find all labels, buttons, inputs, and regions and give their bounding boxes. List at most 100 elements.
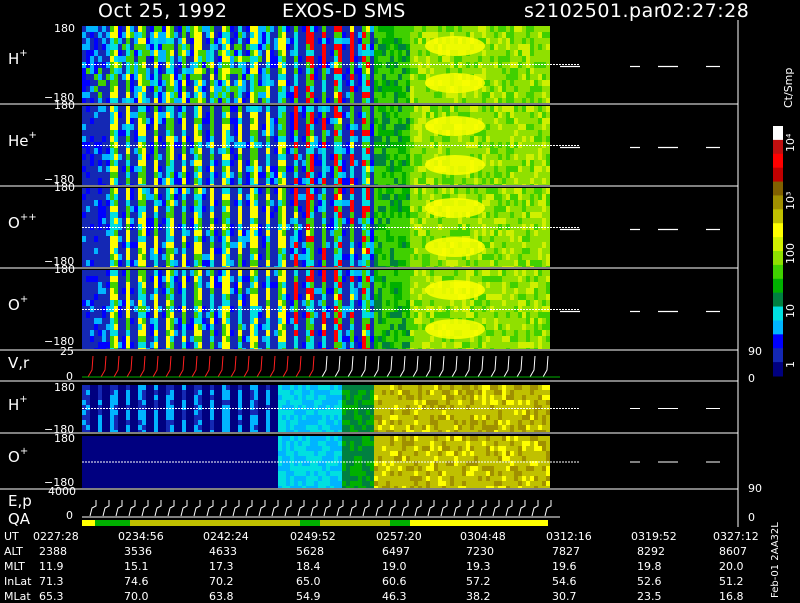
timeline-inlat-0: 71.3 bbox=[39, 575, 64, 588]
ep-mark-7 bbox=[181, 500, 187, 516]
ep-mark-34 bbox=[532, 500, 538, 516]
colorbar-segment-16 bbox=[773, 348, 783, 362]
panel-label-qa: QA bbox=[8, 510, 30, 528]
panel-label-o-plus: O+ bbox=[8, 296, 28, 314]
colorbar-segment-11 bbox=[773, 279, 783, 293]
ep-mark-12 bbox=[246, 500, 252, 516]
ep-mark-23 bbox=[389, 500, 395, 516]
colorbar-segment-13 bbox=[773, 307, 783, 321]
colorbar-segment-17 bbox=[773, 362, 783, 376]
ep-mark-32 bbox=[506, 500, 512, 516]
ep-mark-26 bbox=[428, 500, 434, 516]
ep-mark-2 bbox=[116, 500, 122, 516]
row-label-mlt: MLT bbox=[4, 560, 25, 573]
timeline-alt-5: 7230 bbox=[466, 545, 494, 558]
plot-date: Oct 25, 1992 bbox=[98, 0, 228, 22]
timeline-alt-4: 6497 bbox=[382, 545, 410, 558]
tick-h-top: 180 bbox=[54, 22, 75, 35]
tick-ep-zero: 0 bbox=[66, 509, 73, 522]
ep-mark-16 bbox=[298, 500, 304, 516]
ep-mark-31 bbox=[493, 500, 499, 516]
tick-ep-right-top: 90 bbox=[748, 482, 762, 495]
ep-mark-3 bbox=[129, 500, 135, 516]
ep-mark-9 bbox=[207, 500, 213, 516]
qa-segment-6 bbox=[410, 520, 548, 526]
panel-label-o-plus-lower: O+ bbox=[8, 448, 28, 466]
timeline-alt-6: 7827 bbox=[552, 545, 580, 558]
ep-mark-13 bbox=[259, 500, 265, 516]
timeline-alt-1: 3536 bbox=[124, 545, 152, 558]
ep-mark-24 bbox=[402, 500, 408, 516]
timeline-alt-0: 2388 bbox=[39, 545, 67, 558]
timeline-ut-0: 0227:28 bbox=[33, 530, 79, 543]
timeline-mlat-2: 63.8 bbox=[209, 590, 234, 603]
ep-mark-20 bbox=[350, 500, 356, 516]
qa-segment-5 bbox=[390, 520, 410, 526]
ep-mark-1 bbox=[103, 500, 109, 516]
panel-label-h-plus: H+ bbox=[8, 50, 28, 68]
timeline-ut-3: 0249:52 bbox=[290, 530, 336, 543]
colorbar-tick-1e3: 10³ bbox=[784, 192, 797, 210]
timeline-inlat-6: 54.6 bbox=[552, 575, 577, 588]
plot-instrument: EXOS-D SMS bbox=[282, 0, 406, 22]
tick-opp-top: 180 bbox=[54, 181, 75, 194]
timeline-alt-7: 8292 bbox=[637, 545, 665, 558]
ep-mark-6 bbox=[168, 500, 174, 516]
timeline-inlat-3: 65.0 bbox=[296, 575, 321, 588]
timeline-ut-7: 0319:52 bbox=[631, 530, 677, 543]
timeline-mlat-4: 46.3 bbox=[382, 590, 407, 603]
timeline-mlat-0: 65.3 bbox=[39, 590, 64, 603]
tick-he-top: 180 bbox=[54, 99, 75, 112]
colorbar-tick-100: 100 bbox=[784, 243, 797, 264]
lower-panel-o-plus bbox=[82, 436, 720, 488]
ep-mark-4 bbox=[142, 500, 148, 516]
row-label-alt: ALT bbox=[4, 545, 23, 558]
row-label-mlat: MLat bbox=[4, 590, 31, 603]
timeline-ut-4: 0257:20 bbox=[376, 530, 422, 543]
ep-mark-10 bbox=[220, 500, 226, 516]
timeline-inlat-7: 52.6 bbox=[637, 575, 662, 588]
colorbar-segment-4 bbox=[773, 182, 783, 196]
qa-segment-1 bbox=[95, 520, 130, 526]
ep-mark-21 bbox=[363, 500, 369, 516]
timeline-mlat-1: 70.0 bbox=[124, 590, 149, 603]
timeline-mlt-4: 19.0 bbox=[382, 560, 407, 573]
colorbar-segment-5 bbox=[773, 195, 783, 209]
timeline-inlat-2: 70.2 bbox=[209, 575, 234, 588]
plot-filename: s2102501.par bbox=[524, 0, 662, 22]
colorbar-segment-10 bbox=[773, 265, 783, 279]
ep-mark-18 bbox=[324, 500, 330, 516]
ep-mark-30 bbox=[480, 500, 486, 516]
ep-mark-11 bbox=[233, 500, 239, 516]
ep-mark-5 bbox=[155, 500, 161, 516]
ep-mark-8 bbox=[194, 500, 200, 516]
ep-mark-15 bbox=[285, 500, 291, 516]
qa-segment-4 bbox=[320, 520, 390, 526]
colorbar-tick-1e4: 10⁴ bbox=[784, 134, 797, 152]
timeline-ut-1: 0234:56 bbox=[118, 530, 164, 543]
tick-h2-top: 180 bbox=[54, 381, 75, 394]
qa-segment-0 bbox=[82, 520, 95, 526]
ep-mark-29 bbox=[467, 500, 473, 516]
panel-label-vr: V,r bbox=[8, 354, 29, 372]
spectrogram-panel-o-plus-plus bbox=[82, 188, 720, 267]
timeline-mlat-8: 16.8 bbox=[719, 590, 744, 603]
ep-mark-14 bbox=[272, 500, 278, 516]
side-note: Feb-01 2AA32L bbox=[770, 522, 781, 598]
timeline-ut-8: 0327:12 bbox=[713, 530, 759, 543]
ep-mark-27 bbox=[441, 500, 447, 516]
qa-segment-2 bbox=[130, 520, 300, 526]
ep-mark-35 bbox=[545, 500, 551, 516]
tick-vr-top: 25 bbox=[60, 345, 74, 358]
vr-panel-bg bbox=[82, 353, 548, 379]
timeline-ut-5: 0304:48 bbox=[460, 530, 506, 543]
ep-mark-0 bbox=[90, 500, 96, 516]
colorbar-segment-12 bbox=[773, 293, 783, 307]
timeline-mlt-3: 18.4 bbox=[296, 560, 321, 573]
ep-mark-33 bbox=[519, 500, 525, 516]
colorbar-segment-2 bbox=[773, 154, 783, 168]
ep-mark-28 bbox=[454, 500, 460, 516]
timeline-mlt-0: 11.9 bbox=[39, 560, 64, 573]
timeline-mlt-2: 17.3 bbox=[209, 560, 234, 573]
panel-label-h-plus-lower: H+ bbox=[8, 396, 28, 414]
